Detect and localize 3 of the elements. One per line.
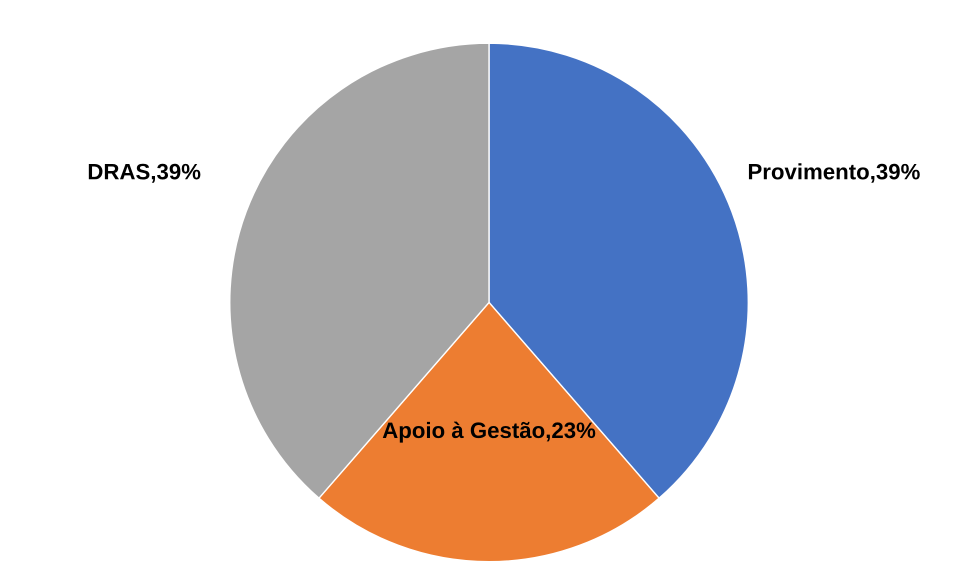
slice-label: Provimento,39% xyxy=(748,163,920,183)
slice-label: Apoio à Gestão,23% xyxy=(382,422,596,443)
slice-label: DRAS,39% xyxy=(88,164,200,183)
